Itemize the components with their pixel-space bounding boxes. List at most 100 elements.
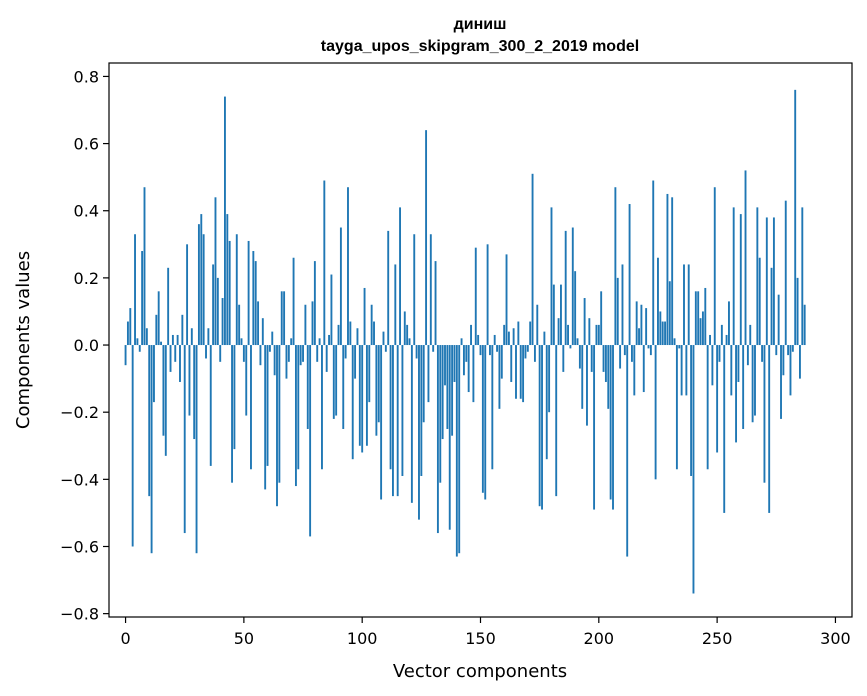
bar: [562, 345, 565, 372]
x-tick-label: 100: [347, 629, 378, 648]
bar: [415, 345, 418, 359]
bar: [460, 338, 463, 346]
bar: [247, 240, 250, 346]
bar: [751, 345, 754, 423]
bar: [141, 251, 144, 346]
bar: [344, 345, 347, 359]
bar: [278, 345, 281, 483]
bar: [602, 345, 605, 372]
bar: [569, 345, 572, 349]
bar: [358, 345, 361, 446]
bar: [578, 345, 581, 369]
y-tick-label: −0.4: [60, 470, 99, 489]
bar: [143, 187, 146, 346]
bar: [593, 345, 596, 510]
bar: [555, 345, 558, 497]
bar: [124, 345, 127, 366]
bar: [441, 345, 444, 440]
bar: [668, 281, 671, 346]
bar: [448, 345, 451, 530]
bar: [654, 345, 657, 480]
bar: [772, 217, 775, 346]
bar: [134, 234, 136, 346]
bar: [472, 345, 475, 403]
y-tick-label: 0.0: [74, 336, 99, 355]
bar: [299, 345, 302, 366]
bar: [699, 318, 702, 346]
bar: [470, 324, 472, 346]
bar: [294, 345, 297, 487]
bar: [465, 345, 468, 362]
bar: [179, 345, 181, 382]
bar: [250, 345, 252, 470]
bar: [406, 324, 409, 346]
bar: [271, 331, 274, 346]
bar: [233, 345, 236, 450]
bar: [321, 345, 323, 470]
bar: [796, 277, 799, 346]
bar: [311, 301, 314, 346]
x-tick-label: 250: [702, 629, 733, 648]
x-tick-label: 200: [584, 629, 615, 648]
bar: [583, 298, 586, 346]
chart-title: диниш: [454, 16, 507, 33]
bar: [205, 345, 207, 359]
bar: [413, 234, 416, 346]
bar: [628, 204, 631, 346]
bar: [252, 251, 255, 346]
bar: [382, 331, 385, 346]
bar: [169, 345, 172, 372]
bar: [323, 180, 326, 346]
bar: [462, 345, 465, 376]
bar: [709, 334, 711, 346]
bar: [429, 234, 432, 346]
bar: [148, 345, 151, 497]
bar: [621, 264, 624, 346]
bar: [529, 321, 532, 346]
bar: [735, 345, 737, 443]
bar: [422, 345, 425, 423]
bar: [370, 304, 373, 346]
bar: [510, 345, 513, 382]
bar: [623, 345, 626, 356]
bar: [292, 257, 295, 346]
bar: [453, 345, 456, 382]
bar: [297, 345, 300, 470]
bar: [775, 345, 778, 356]
bar: [737, 345, 740, 382]
bar: [257, 301, 260, 346]
bar: [174, 345, 177, 362]
bar: [302, 345, 304, 362]
bar: [642, 345, 645, 393]
bar: [758, 257, 761, 346]
bar: [505, 254, 508, 346]
bar: [195, 345, 198, 554]
bar: [612, 345, 614, 510]
bar: [418, 345, 420, 520]
bar: [697, 291, 700, 346]
bar: [410, 345, 413, 503]
bar: [664, 321, 667, 346]
bar: [226, 214, 229, 346]
bar: [645, 308, 648, 346]
bar: [361, 345, 364, 453]
bar: [339, 227, 342, 346]
bar: [354, 345, 357, 379]
bar: [560, 284, 562, 346]
bar: [477, 334, 480, 346]
x-axis-label: Vector components: [393, 661, 567, 682]
bar: [375, 345, 378, 436]
bar: [212, 264, 215, 346]
bar: [389, 345, 392, 470]
bar: [486, 244, 489, 346]
bar: [496, 345, 499, 352]
x-tick-label: 150: [465, 629, 496, 648]
bar: [768, 345, 771, 513]
bar: [652, 180, 655, 346]
bar: [678, 345, 681, 349]
bar: [377, 345, 380, 423]
bar: [368, 345, 371, 403]
bar: [548, 345, 551, 413]
bar: [221, 298, 224, 346]
y-axis-label: Components values: [13, 251, 34, 429]
